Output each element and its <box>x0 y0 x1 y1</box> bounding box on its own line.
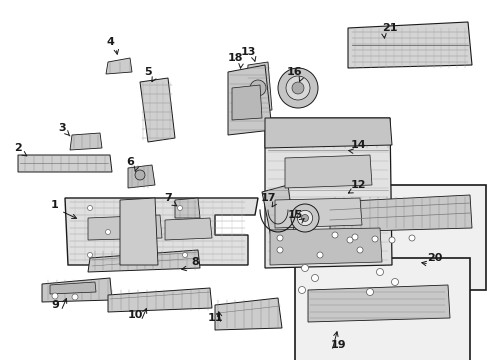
Polygon shape <box>307 285 449 322</box>
Polygon shape <box>227 65 271 135</box>
Polygon shape <box>175 198 200 218</box>
Text: 7: 7 <box>164 193 171 203</box>
Polygon shape <box>215 298 282 330</box>
Text: 11: 11 <box>207 313 223 323</box>
Polygon shape <box>50 282 96 294</box>
Circle shape <box>391 279 398 285</box>
Polygon shape <box>264 118 391 148</box>
Polygon shape <box>65 198 258 265</box>
Polygon shape <box>329 195 471 232</box>
Circle shape <box>301 265 308 271</box>
Circle shape <box>408 235 414 241</box>
Circle shape <box>376 269 383 275</box>
Circle shape <box>105 230 110 234</box>
Text: 2: 2 <box>14 143 22 153</box>
Text: 6: 6 <box>126 157 134 167</box>
Polygon shape <box>120 198 158 265</box>
Polygon shape <box>88 250 200 272</box>
Polygon shape <box>264 118 391 268</box>
Circle shape <box>346 237 352 243</box>
Text: 13: 13 <box>240 47 255 57</box>
Text: 20: 20 <box>427 253 442 263</box>
Circle shape <box>291 82 304 94</box>
Polygon shape <box>347 22 471 68</box>
Polygon shape <box>262 185 294 242</box>
Text: 21: 21 <box>382 23 397 33</box>
Text: 9: 9 <box>51 300 59 310</box>
Text: 19: 19 <box>329 340 345 350</box>
Polygon shape <box>274 198 361 228</box>
Circle shape <box>371 236 377 242</box>
Circle shape <box>276 235 283 241</box>
Circle shape <box>297 210 312 226</box>
Polygon shape <box>231 85 262 120</box>
Polygon shape <box>140 78 175 142</box>
Text: 14: 14 <box>349 140 365 150</box>
Circle shape <box>182 252 187 257</box>
Text: 18: 18 <box>227 53 242 63</box>
Polygon shape <box>42 278 112 302</box>
Polygon shape <box>164 218 212 240</box>
Circle shape <box>311 274 318 282</box>
Circle shape <box>316 252 323 258</box>
Text: 8: 8 <box>191 257 199 267</box>
Polygon shape <box>18 155 112 172</box>
Polygon shape <box>285 155 371 188</box>
Circle shape <box>278 68 317 108</box>
Polygon shape <box>70 133 102 150</box>
Circle shape <box>298 287 305 293</box>
Text: 1: 1 <box>51 200 59 210</box>
Polygon shape <box>108 288 212 312</box>
Polygon shape <box>106 58 132 74</box>
Text: 17: 17 <box>260 193 275 203</box>
Bar <box>294 258 469 360</box>
Text: 4: 4 <box>106 37 114 47</box>
Circle shape <box>87 252 92 257</box>
Circle shape <box>301 215 308 221</box>
Circle shape <box>135 170 145 180</box>
Text: 3: 3 <box>58 123 66 133</box>
Polygon shape <box>244 62 271 112</box>
Circle shape <box>331 232 337 238</box>
Circle shape <box>87 206 92 211</box>
Text: 12: 12 <box>349 180 365 190</box>
Circle shape <box>388 237 394 243</box>
Polygon shape <box>128 165 155 188</box>
Circle shape <box>290 204 318 232</box>
Polygon shape <box>269 228 381 265</box>
Text: 10: 10 <box>127 310 142 320</box>
Circle shape <box>72 294 78 300</box>
Circle shape <box>249 80 265 96</box>
Circle shape <box>351 234 357 240</box>
Circle shape <box>276 247 283 253</box>
Circle shape <box>356 247 362 253</box>
Text: 16: 16 <box>286 67 302 77</box>
Circle shape <box>52 293 58 299</box>
Circle shape <box>366 288 373 296</box>
Bar <box>317 185 485 290</box>
Text: 15: 15 <box>287 210 302 220</box>
Circle shape <box>177 206 182 211</box>
Text: 5: 5 <box>144 67 151 77</box>
Circle shape <box>285 76 309 100</box>
Polygon shape <box>88 215 162 240</box>
